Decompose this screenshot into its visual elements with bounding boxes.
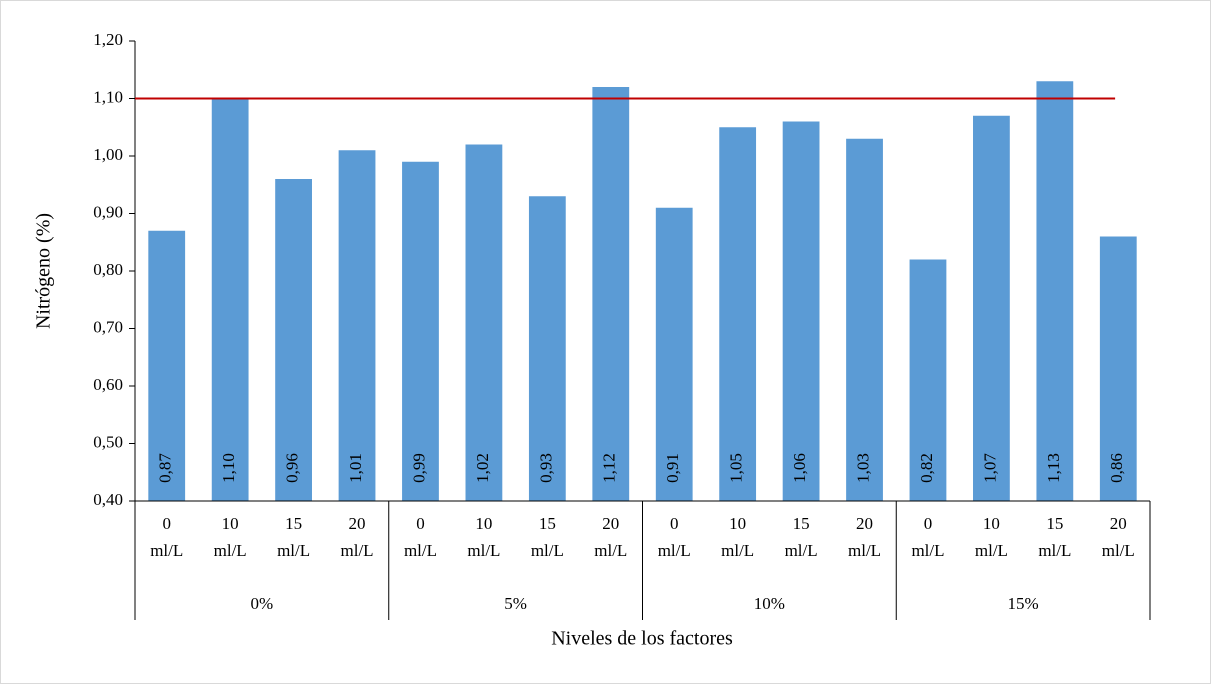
x-tick-label: 15 ml/L	[277, 514, 310, 560]
data-label: 1,03	[853, 453, 872, 483]
y-tick-label: 0,50	[93, 432, 123, 451]
bar	[973, 115, 1010, 501]
x-tick-label: 20 ml/L	[594, 514, 627, 560]
bar	[846, 138, 883, 501]
data-label: 1,10	[219, 453, 238, 483]
x-tick-label: 20 ml/L	[848, 514, 881, 560]
data-label: 0,82	[917, 453, 936, 483]
data-label: 0,87	[156, 453, 175, 483]
x-tick-label: 15 ml/L	[785, 514, 818, 560]
x-tick-label: 0 ml/L	[658, 514, 691, 560]
y-tick-label: 1,20	[93, 30, 123, 49]
bar	[592, 87, 630, 501]
x-tick-label: 0 ml/L	[150, 514, 183, 560]
bar	[338, 150, 376, 501]
x-tick-label: 0 ml/L	[911, 514, 944, 560]
x-tick-label: 0 ml/L	[404, 514, 437, 560]
group-label: 10%	[754, 594, 785, 613]
bar	[655, 207, 693, 501]
data-label: 1,05	[727, 453, 746, 483]
data-label: 0,93	[536, 453, 555, 483]
bar	[782, 121, 820, 501]
y-tick-label: 0,60	[93, 375, 123, 394]
bar	[909, 259, 947, 501]
x-tick-label: 10 ml/L	[975, 514, 1008, 560]
bar	[719, 127, 757, 501]
data-label: 1,07	[980, 453, 999, 483]
x-tick-label: 15 ml/L	[531, 514, 564, 560]
y-axis-label: Nitrógeno (%)	[33, 213, 55, 329]
y-tick-label: 0,80	[93, 260, 123, 279]
data-label: 1,02	[473, 453, 492, 483]
bar	[528, 196, 566, 501]
x-tick-label: 20 ml/L	[1102, 514, 1135, 560]
data-label: 0,99	[409, 453, 428, 483]
y-tick-label: 1,00	[93, 145, 123, 164]
x-tick-label: 10 ml/L	[214, 514, 247, 560]
y-tick-label: 0,90	[93, 202, 123, 221]
bar	[465, 144, 503, 501]
x-tick-label: 20 ml/L	[341, 514, 374, 560]
x-tick-label: 10 ml/L	[721, 514, 754, 560]
y-tick-label: 0,70	[93, 317, 123, 336]
data-label: 1,01	[346, 453, 365, 483]
bar	[148, 230, 186, 501]
data-label: 0,86	[1107, 453, 1126, 483]
x-axis-label: Niveles de los factores	[551, 628, 733, 650]
bar	[211, 98, 249, 501]
group-label: 5%	[504, 594, 527, 613]
bar	[1099, 236, 1137, 501]
bar	[275, 179, 312, 501]
y-tick-label: 0,40	[93, 490, 123, 509]
y-tick-label: 1,10	[93, 87, 123, 106]
bar	[402, 161, 439, 501]
data-label: 0,91	[663, 453, 682, 483]
data-label: 1,13	[1044, 453, 1063, 483]
data-label: 0,96	[283, 453, 302, 483]
data-label: 1,12	[600, 453, 619, 483]
data-label: 1,06	[790, 453, 809, 483]
group-label: 15%	[1008, 594, 1039, 613]
x-tick-label: 15 ml/L	[1038, 514, 1071, 560]
x-tick-label: 10 ml/L	[467, 514, 500, 560]
bar	[1036, 81, 1074, 501]
group-label: 0%	[251, 594, 274, 613]
